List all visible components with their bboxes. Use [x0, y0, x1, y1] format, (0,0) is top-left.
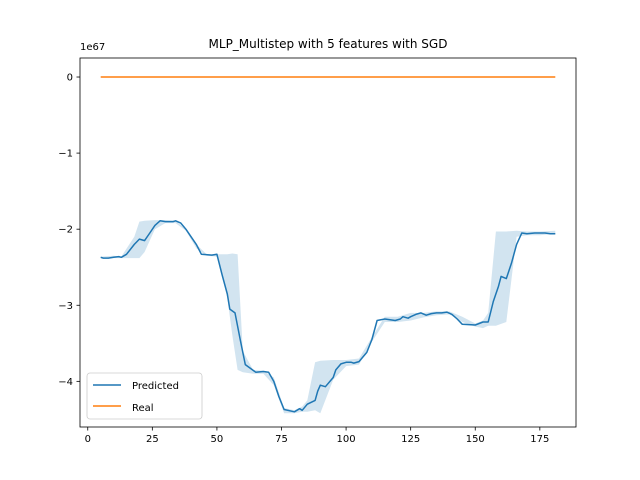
- x-tick-label: 0: [85, 434, 91, 445]
- axes-frame: [79, 57, 577, 428]
- legend-real-label: Real: [132, 403, 154, 414]
- y-tick-label: −2: [58, 225, 73, 236]
- x-tick-label: 25: [146, 434, 159, 445]
- legend-predicted-label: Predicted: [132, 381, 179, 392]
- x-axis: 0 25 50 75 100 125 150 175: [85, 427, 549, 445]
- y-tick-label: −4: [58, 377, 73, 388]
- x-tick-label: 50: [211, 434, 224, 445]
- legend: Predicted Real: [86, 372, 203, 420]
- x-tick-label: 175: [530, 434, 549, 445]
- y-tick-label: 0: [67, 73, 73, 84]
- y-tick-label: −3: [58, 301, 73, 312]
- x-tick-label: 75: [275, 434, 288, 445]
- y-offset-text: 1e67: [80, 42, 105, 53]
- y-tick-label: −1: [58, 149, 73, 160]
- x-tick-label: 100: [337, 434, 356, 445]
- y-axis: 0 −1 −2 −3 −4: [58, 73, 80, 388]
- x-tick-label: 125: [401, 434, 420, 445]
- x-tick-label: 150: [466, 434, 485, 445]
- predicted-series-line: [100, 220, 556, 413]
- plot-area: [100, 76, 556, 414]
- chart-title: MLP_Multistep with 5 features with SGD: [209, 37, 448, 51]
